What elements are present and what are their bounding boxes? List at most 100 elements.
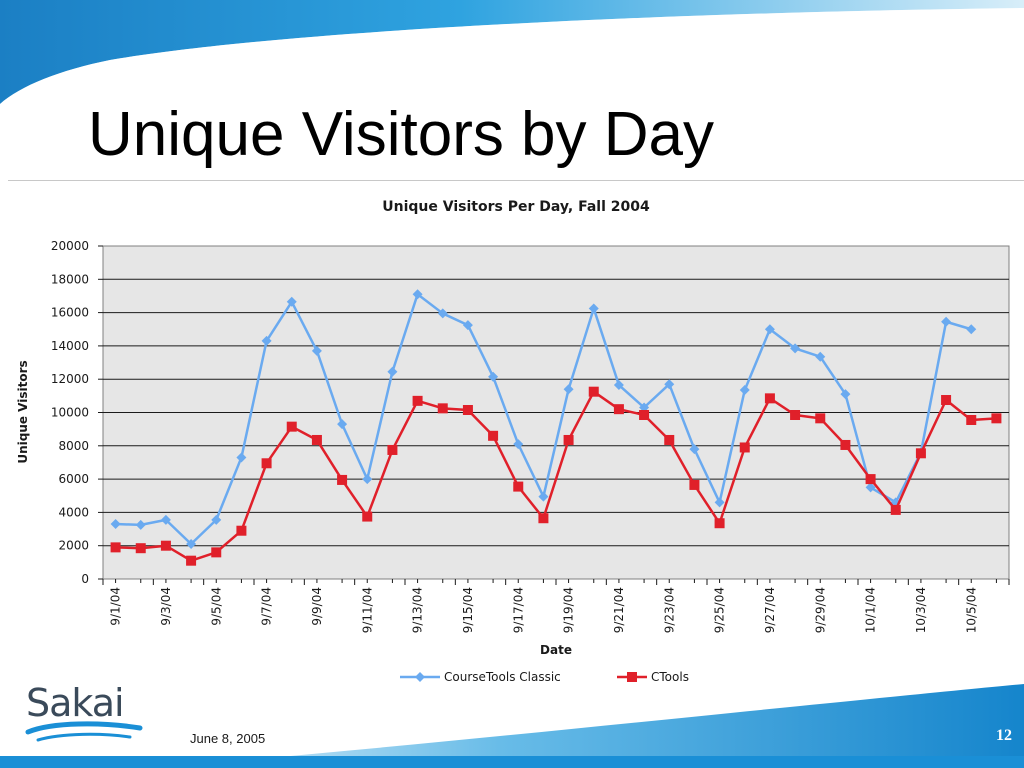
- data-point: [941, 316, 952, 327]
- data-point: [110, 542, 121, 553]
- chart-title: Unique Visitors Per Day, Fall 2004: [382, 199, 650, 215]
- data-point: [790, 343, 801, 354]
- data-point: [840, 389, 851, 400]
- data-point: [714, 518, 725, 529]
- data-point: [387, 444, 398, 455]
- data-point: [513, 481, 524, 492]
- line-chart: Unique Visitors Per Day, Fall 2004 0 2000…: [16, 199, 1010, 684]
- y-tick-label: 14000: [51, 339, 89, 353]
- y-tick-label: 6000: [58, 472, 89, 486]
- data-point: [236, 525, 247, 536]
- data-point: [488, 371, 499, 382]
- data-point: [538, 491, 549, 502]
- data-point: [261, 458, 272, 469]
- data-point: [261, 335, 272, 346]
- y-tick-label: 8000: [58, 439, 89, 453]
- x-tick-label: 10/5/04: [964, 587, 978, 633]
- data-point: [286, 421, 297, 432]
- data-point: [613, 380, 624, 391]
- slide-title: Unique Visitors by Day: [88, 100, 715, 169]
- data-point: [689, 444, 700, 455]
- data-point: [588, 303, 599, 314]
- data-point: [387, 366, 398, 377]
- x-tick-label: 9/19/04: [562, 587, 576, 633]
- x-tick-label: 9/13/04: [411, 587, 425, 633]
- data-point: [311, 434, 322, 445]
- x-tick-label: 9/3/04: [159, 587, 173, 626]
- grid-lines: [103, 278, 1009, 547]
- data-point: [160, 514, 171, 525]
- data-point: [739, 385, 750, 396]
- data-point: [462, 320, 473, 331]
- x-tick-label: 10/1/04: [864, 587, 878, 633]
- y-tick-label: 2000: [58, 539, 89, 553]
- data-point: [764, 393, 775, 404]
- data-point: [664, 379, 675, 390]
- x-tick-label: 9/7/04: [260, 587, 274, 626]
- data-point: [764, 324, 775, 335]
- y-tick-label: 18000: [51, 272, 89, 286]
- x-tick-label: 9/21/04: [612, 587, 626, 633]
- data-point: [588, 386, 599, 397]
- data-point: [538, 513, 549, 524]
- data-point: [865, 482, 876, 493]
- data-point: [160, 540, 171, 551]
- data-point: [488, 430, 499, 441]
- data-point: [966, 414, 977, 425]
- y-tick-label: 10000: [51, 406, 89, 420]
- data-point: [412, 289, 423, 300]
- data-point: [815, 413, 826, 424]
- data-point: [437, 403, 448, 414]
- x-tick-label: 10/3/04: [914, 587, 928, 633]
- data-point: [991, 413, 1002, 424]
- data-point: [563, 384, 574, 395]
- sakai-logo: Sakai: [25, 681, 143, 742]
- legend-item: CourseTools Classic: [400, 670, 561, 684]
- y-axis-label: Unique Visitors: [16, 360, 30, 463]
- legend-label: CourseTools Classic: [444, 670, 561, 684]
- data-point: [840, 439, 851, 450]
- legend-label: CTools: [651, 670, 689, 684]
- data-point: [337, 474, 348, 485]
- data-point: [311, 345, 322, 356]
- data-point: [639, 409, 650, 420]
- y-axis-ticks: 0 2000 4000 6000 8000 10000 12000 14000 16000 180…: [51, 239, 103, 586]
- data-point: [286, 296, 297, 307]
- data-point: [739, 442, 750, 453]
- data-point: [790, 409, 801, 420]
- data-point: [437, 308, 448, 319]
- x-axis-label: Date: [540, 643, 572, 657]
- data-point: [714, 497, 725, 508]
- legend: CourseTools Classic CTools: [400, 670, 689, 684]
- data-point: [513, 439, 524, 450]
- x-tick-label: 9/17/04: [511, 587, 525, 633]
- data-point: [462, 405, 473, 416]
- data-point: [966, 324, 977, 335]
- svg-text:Sakai: Sakai: [26, 681, 124, 725]
- data-point: [135, 543, 146, 554]
- data-point: [915, 448, 926, 459]
- x-tick-label: 9/27/04: [763, 587, 777, 633]
- data-point: [186, 555, 197, 566]
- data-point: [563, 434, 574, 445]
- title-divider: [8, 180, 1024, 181]
- data-point: [337, 419, 348, 430]
- data-point: [135, 519, 146, 530]
- data-point: [865, 474, 876, 485]
- series-ctools: [110, 386, 1002, 566]
- series-line: [115, 390, 997, 562]
- data-point: [412, 395, 423, 406]
- data-point: [362, 511, 373, 522]
- y-tick-label: 12000: [51, 372, 89, 386]
- data-point: [362, 474, 373, 485]
- data-point: [110, 519, 121, 530]
- bottom-wave: [150, 684, 1024, 768]
- data-point: [186, 539, 197, 550]
- x-tick-label: 9/9/04: [310, 587, 324, 626]
- series-layer: [110, 289, 1002, 566]
- data-point: [689, 479, 700, 490]
- x-tick-label: 9/5/04: [209, 587, 223, 626]
- data-point: [211, 514, 222, 525]
- x-tick-label: 9/29/04: [813, 587, 827, 633]
